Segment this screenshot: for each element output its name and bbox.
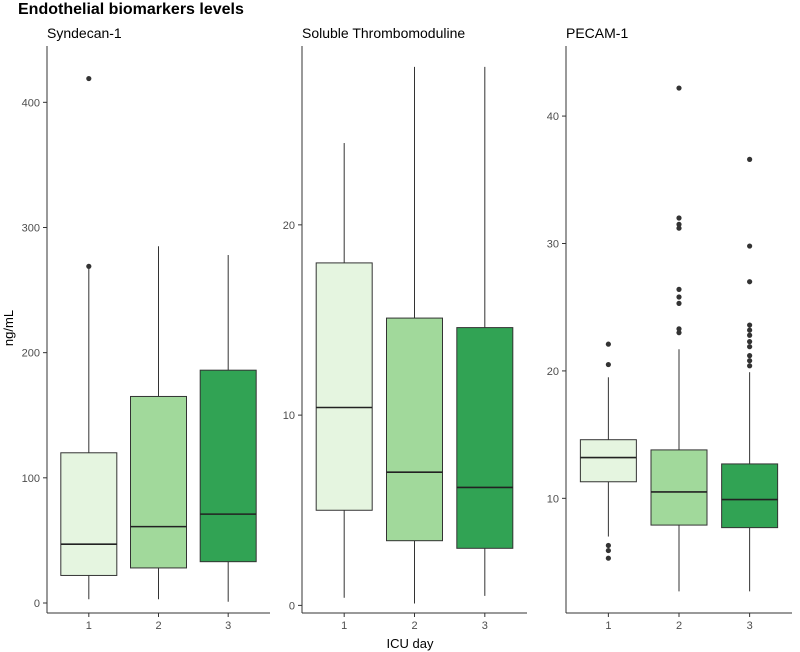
iqr-box xyxy=(721,463,779,529)
box-pecam-1-day-1 xyxy=(579,341,637,561)
outlier-point xyxy=(605,361,611,368)
y-tick-label-pecam-1: 30 xyxy=(547,238,559,250)
iqr-box xyxy=(315,262,373,511)
outlier-point xyxy=(676,326,682,332)
iqr-box xyxy=(386,317,443,542)
y-tick-label-pecam-1: 20 xyxy=(547,366,559,378)
x-tick-label-pecam-1: 2 xyxy=(676,620,682,632)
y-tick-label-syndecan-1: 300 xyxy=(22,222,40,234)
outlier-point xyxy=(86,75,92,82)
x-tick-label-soluble-thrombomoduline: 1 xyxy=(341,620,347,632)
outlier-point xyxy=(676,300,682,306)
y-tick-label-pecam-1: 40 xyxy=(547,111,559,123)
outlier-point xyxy=(747,279,753,285)
y-tick-label-soluble-thrombomoduline: 10 xyxy=(283,410,295,422)
y-tick-label-pecam-1: 10 xyxy=(547,493,559,505)
outlier-point xyxy=(676,215,682,221)
box-syndecan-1-day-2 xyxy=(130,246,187,600)
outlier-point xyxy=(747,156,753,162)
outlier-point xyxy=(86,263,92,269)
x-axis-title: ICU day xyxy=(387,636,434,651)
outlier-point xyxy=(605,555,611,561)
outlier-point xyxy=(605,547,611,554)
outlier-point xyxy=(676,221,682,227)
outlier-point xyxy=(747,327,753,333)
y-tick-label-soluble-thrombomoduline: 20 xyxy=(283,220,295,232)
x-tick-label-soluble-thrombomoduline: 2 xyxy=(411,620,417,632)
iqr-box xyxy=(199,369,257,563)
x-tick-label-pecam-1: 3 xyxy=(747,620,753,632)
iqr-box xyxy=(579,439,637,483)
y-tick-label-soluble-thrombomoduline: 0 xyxy=(289,600,295,612)
outlier-point xyxy=(605,542,611,549)
y-tick-label-syndecan-1: 200 xyxy=(22,348,40,360)
x-tick-label-soluble-thrombomoduline: 3 xyxy=(482,620,488,632)
x-tick-label-syndecan-1: 2 xyxy=(155,620,161,632)
iqr-box xyxy=(456,327,514,549)
y-tick-label-syndecan-1: 0 xyxy=(34,598,40,610)
outlier-point xyxy=(747,344,753,350)
panel-pecam-1: PECAM-1 10 20 30 40 1 2 3 xyxy=(547,25,792,632)
outlier-point xyxy=(747,322,753,328)
outlier-point xyxy=(676,85,682,91)
iqr-box xyxy=(650,449,708,526)
outlier-point xyxy=(747,363,753,369)
outlier-point xyxy=(676,294,682,300)
outlier-point xyxy=(747,358,753,364)
box-syndecan-1-day-1 xyxy=(60,75,118,600)
outlier-point xyxy=(676,330,682,336)
box-soluble-thrombomoduline-day-3 xyxy=(456,66,514,596)
panel-title-pecam-1: PECAM-1 xyxy=(566,25,628,41)
outlier-point xyxy=(676,286,682,292)
iqr-box xyxy=(130,395,187,569)
y-axis-title: ng/mL xyxy=(1,310,16,346)
iqr-box xyxy=(60,452,118,576)
box-soluble-thrombomoduline-day-1 xyxy=(315,143,373,598)
outlier-point xyxy=(605,341,611,347)
box-syndecan-1-day-3 xyxy=(199,255,257,602)
panel-title-soluble-thrombomoduline: Soluble Thrombomoduline xyxy=(302,25,465,41)
box-pecam-1-day-3 xyxy=(721,156,779,592)
x-tick-label-syndecan-1: 1 xyxy=(86,620,92,632)
outlier-point xyxy=(676,225,682,231)
y-tick-label-syndecan-1: 100 xyxy=(22,473,40,485)
outlier-point xyxy=(747,332,753,338)
x-tick-label-syndecan-1: 3 xyxy=(225,620,231,632)
y-tick-label-syndecan-1: 400 xyxy=(22,97,40,109)
outlier-point xyxy=(747,353,753,359)
chart-title: Endothelial biomarkers levels xyxy=(18,1,244,18)
panel-soluble-thrombomoduline: Soluble Thrombomoduline 0 10 20 1 2 3 xyxy=(283,25,527,632)
outlier-point xyxy=(747,339,753,345)
x-tick-label-pecam-1: 1 xyxy=(605,620,611,632)
box-soluble-thrombomoduline-day-2 xyxy=(386,66,443,604)
box-pecam-1-day-2 xyxy=(650,85,708,592)
panel-syndecan-1: Syndecan-1 0 100 200 300 400 1 2 3 xyxy=(22,25,270,632)
outlier-point xyxy=(747,243,753,249)
panel-title-syndecan-1: Syndecan-1 xyxy=(47,25,122,41)
